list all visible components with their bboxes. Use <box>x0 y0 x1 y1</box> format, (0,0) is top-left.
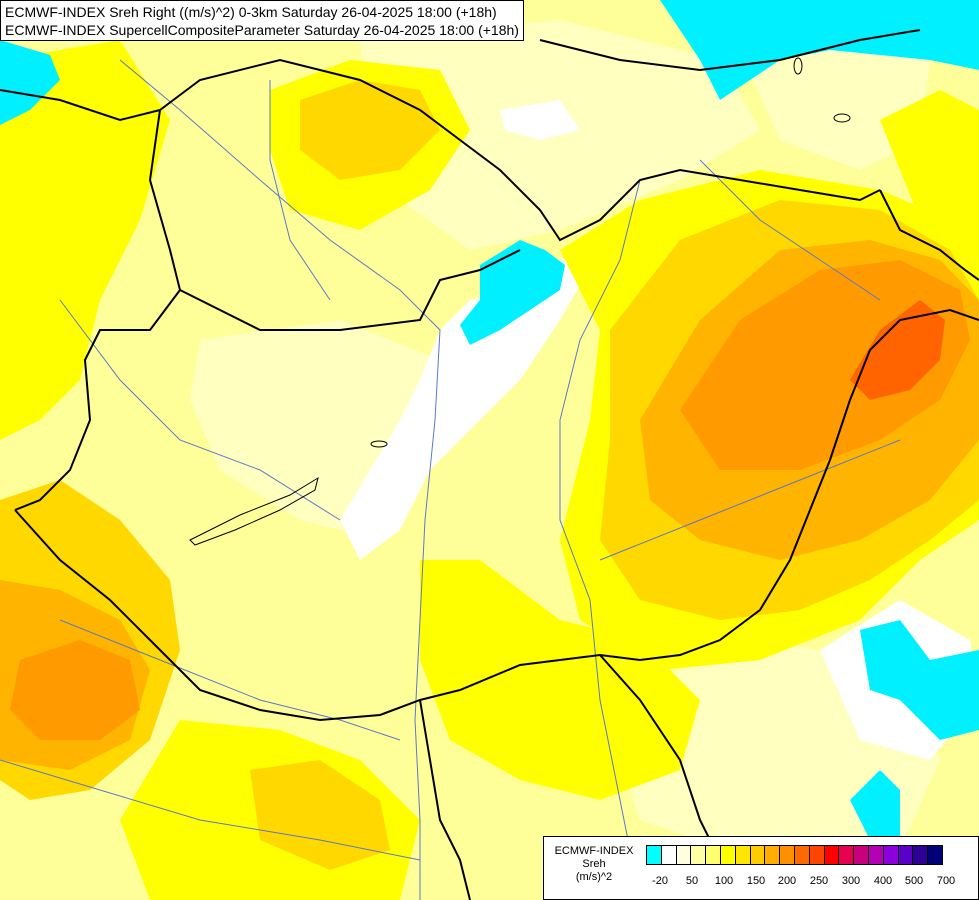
legend-swatch <box>734 845 751 865</box>
field-gold-south <box>250 760 390 870</box>
field-cyan-se <box>860 620 979 740</box>
legend-swatch <box>897 845 914 865</box>
field-yellow-south <box>420 560 700 800</box>
legend-swatch <box>719 845 736 865</box>
lake-balaton <box>189 476 319 546</box>
border-czech <box>0 89 161 122</box>
legend-swatch <box>823 845 840 865</box>
river-mures <box>599 439 901 561</box>
legend-swatch <box>853 845 869 865</box>
legend-swatch <box>882 845 899 865</box>
river-west <box>59 299 341 521</box>
field-orange-sw <box>10 640 140 740</box>
border-inner-north <box>179 249 521 331</box>
legend-swatch <box>764 845 781 865</box>
legend-swatch <box>867 845 884 865</box>
legend-swatch <box>838 845 855 865</box>
island-3 <box>370 440 388 448</box>
legend-swatch <box>690 845 707 865</box>
border-slovakia-hungary <box>159 58 881 242</box>
legend-title-line-2: Sreh <box>582 858 606 870</box>
border-austria-hungary <box>14 109 182 511</box>
legend-swatch <box>749 845 766 865</box>
legend-swatch <box>646 845 662 865</box>
legend-swatches <box>646 845 943 865</box>
river-east-1 <box>699 159 881 301</box>
legend-swatch <box>927 845 943 865</box>
field-yellow-far-east <box>880 90 979 240</box>
legend-swatch <box>675 845 692 865</box>
rivers <box>0 59 901 900</box>
legend-tick-label: 150 <box>746 875 766 887</box>
map-title-box: ECMWF-INDEX Sreh Right ((m/s)^2) 0-3km S… <box>0 0 524 41</box>
legend-swatch <box>912 845 929 865</box>
borders <box>0 29 979 900</box>
field-white-north <box>500 100 580 140</box>
legend-title: ECMWF-INDEX Sreh (m/s)^2 <box>544 845 644 884</box>
legend-tick-label: -20 <box>652 875 668 887</box>
field-orange-east <box>680 260 970 470</box>
border-romania-ukraine <box>879 189 979 281</box>
legend-tick-label: 500 <box>904 875 924 887</box>
field-yellow-west <box>0 40 170 440</box>
legend-swatch <box>660 845 677 865</box>
legend-tick-label: 200 <box>777 875 797 887</box>
island-1 <box>833 113 851 123</box>
legend-swatch <box>705 845 721 865</box>
legend-tick-label: 50 <box>685 875 699 887</box>
river-sava <box>0 759 421 861</box>
border-serbia <box>419 699 471 900</box>
river-tisza <box>559 179 641 900</box>
field-white-strip <box>340 250 600 560</box>
legend-tick-label: 100 <box>714 875 734 887</box>
legend: ECMWF-INDEX Sreh (m/s)^2 -20 50 100 150 200 2… <box>543 836 979 900</box>
border-romania-serbia <box>599 654 721 861</box>
legend-ticks: -20 50 100 150 200 250 300 400 500 700 <box>646 875 970 889</box>
legend-tick-label: 250 <box>809 875 829 887</box>
field-cyan-se-small <box>850 770 900 840</box>
legend-title-line-3: (m/s)^2 <box>575 871 613 883</box>
river-north <box>269 80 331 301</box>
river-drava <box>59 619 401 741</box>
field-red-orange-east <box>850 300 945 400</box>
river-danube <box>119 59 441 900</box>
map-title-line-2: ECMWF-INDEX SupercellCompositeParameter … <box>5 22 519 38</box>
island-2 <box>793 57 803 75</box>
legend-swatch <box>779 845 795 865</box>
field-gold-north <box>300 80 440 180</box>
field-cyan-nw <box>0 40 60 125</box>
border-ukraine-north <box>539 29 921 72</box>
legend-tick-label: 300 <box>841 875 861 887</box>
legend-swatch <box>808 845 825 865</box>
map-title-line-1: ECMWF-INDEX Sreh Right ((m/s)^2) 0-3km S… <box>5 4 497 20</box>
legend-tick-label: 700 <box>936 875 956 887</box>
legend-tick-label: 400 <box>873 875 893 887</box>
legend-title-line-1: ECMWF-INDEX <box>554 845 634 857</box>
legend-swatch <box>793 845 810 865</box>
